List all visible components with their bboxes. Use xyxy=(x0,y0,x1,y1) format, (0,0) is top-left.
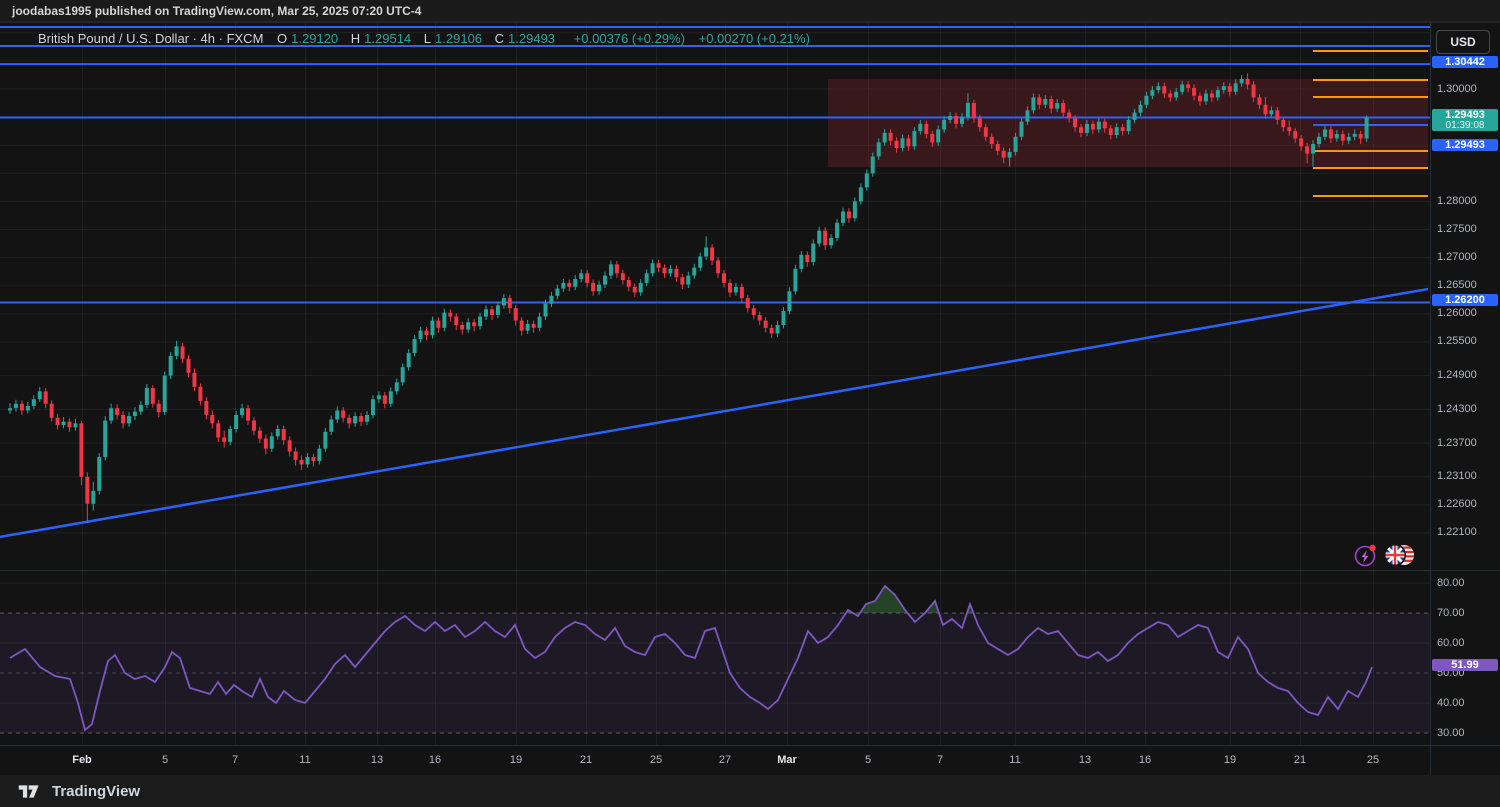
time-tick-label: 27 xyxy=(718,754,732,766)
high-value: 1.29514 xyxy=(364,31,412,46)
open-label: O xyxy=(277,31,288,46)
price-tick-label: 1.26000 xyxy=(1437,307,1477,320)
price-tick-label: 1.22600 xyxy=(1437,498,1477,511)
time-tick-label: 16 xyxy=(428,754,442,766)
symbol-legend[interactable]: British Pound / U.S. Dollar · 4h · FXCM … xyxy=(38,31,814,47)
time-tick-label: 19 xyxy=(1223,754,1237,766)
rsi-tick-label: 80.00 xyxy=(1437,576,1465,589)
price-tick-label: 1.24300 xyxy=(1437,402,1477,415)
time-tick-label: 13 xyxy=(1078,754,1092,766)
tradingview-logo-icon[interactable] xyxy=(18,784,44,799)
price-level-badge: 1.26200 xyxy=(1432,294,1498,307)
boost-icon[interactable] xyxy=(1352,541,1379,568)
open-value: 1.29120 xyxy=(291,31,339,46)
countdown-timer: 01:39:08 xyxy=(1445,119,1485,131)
high-label: H xyxy=(350,31,361,46)
time-tick-label: 25 xyxy=(649,754,663,766)
price-tick-label: 1.26500 xyxy=(1437,279,1477,292)
close-label: C xyxy=(494,31,505,46)
price-tick-label: 1.23700 xyxy=(1437,436,1477,449)
time-tick-label: 21 xyxy=(1293,754,1307,766)
rsi-tick-label: 40.00 xyxy=(1437,696,1465,709)
change-value: +0.00376 (+0.29%) xyxy=(573,31,685,46)
price-level-badge: 1.29493 xyxy=(1432,138,1498,151)
rsi-tick-label: 30.00 xyxy=(1437,726,1465,739)
currency-toggle-button[interactable]: USD xyxy=(1436,30,1490,54)
time-tick-label: 25 xyxy=(1366,754,1380,766)
time-tick-label: 5 xyxy=(864,754,872,766)
price-tick-label: 1.23100 xyxy=(1437,470,1477,483)
time-tick-label: 21 xyxy=(579,754,593,766)
time-tick-label: 7 xyxy=(231,754,239,766)
time-tick-label: 7 xyxy=(936,754,944,766)
price-tick-label: 1.25500 xyxy=(1437,335,1477,348)
publish-info-text: joodabas1995 published on TradingView.co… xyxy=(12,4,422,18)
rsi-line xyxy=(9,584,1373,732)
rsi-tick-label: 60.00 xyxy=(1437,636,1465,649)
current-price-badge: 1.29493 01:39:08 xyxy=(1432,108,1498,131)
rsi-tick-label: 70.00 xyxy=(1437,606,1465,619)
time-tick-label: 11 xyxy=(1009,754,1021,766)
price-tick-label: 1.27500 xyxy=(1437,223,1477,235)
symbol-title: British Pound / U.S. Dollar · 4h · FXCM xyxy=(38,31,264,46)
tradingview-wordmark[interactable]: TradingView xyxy=(52,782,141,800)
symbol-flags-icon[interactable] xyxy=(1383,541,1416,568)
time-tick-label: 13 xyxy=(370,754,384,766)
price-tick-label: 1.24900 xyxy=(1437,369,1477,382)
time-tick-label: 5 xyxy=(161,754,169,766)
time-tick-label: 19 xyxy=(509,754,523,766)
price-tick-label: 1.30000 xyxy=(1437,82,1477,95)
time-tick-label: Mar xyxy=(777,754,797,766)
close-value: 1.29493 xyxy=(508,31,556,46)
rsi-value-badge: 51.99 xyxy=(1432,658,1498,671)
price-tick-label: 1.27000 xyxy=(1437,251,1477,264)
price-tick-label: 1.22100 xyxy=(1437,526,1477,539)
change-extended-value: +0.00270 (+0.21%) xyxy=(698,31,810,46)
footer-bar: TradingView xyxy=(0,775,1500,807)
time-tick-label: 16 xyxy=(1138,754,1152,766)
candlestick-series xyxy=(8,73,1369,523)
publish-info-bar: joodabas1995 published on TradingView.co… xyxy=(0,0,1500,22)
time-tick-label: 11 xyxy=(299,754,311,766)
low-label: L xyxy=(423,31,432,46)
price-tick-label: 1.28000 xyxy=(1437,194,1477,207)
time-tick-label: Feb xyxy=(72,754,92,766)
low-value: 1.29106 xyxy=(435,31,483,46)
price-level-badge: 1.30442 xyxy=(1432,55,1498,68)
